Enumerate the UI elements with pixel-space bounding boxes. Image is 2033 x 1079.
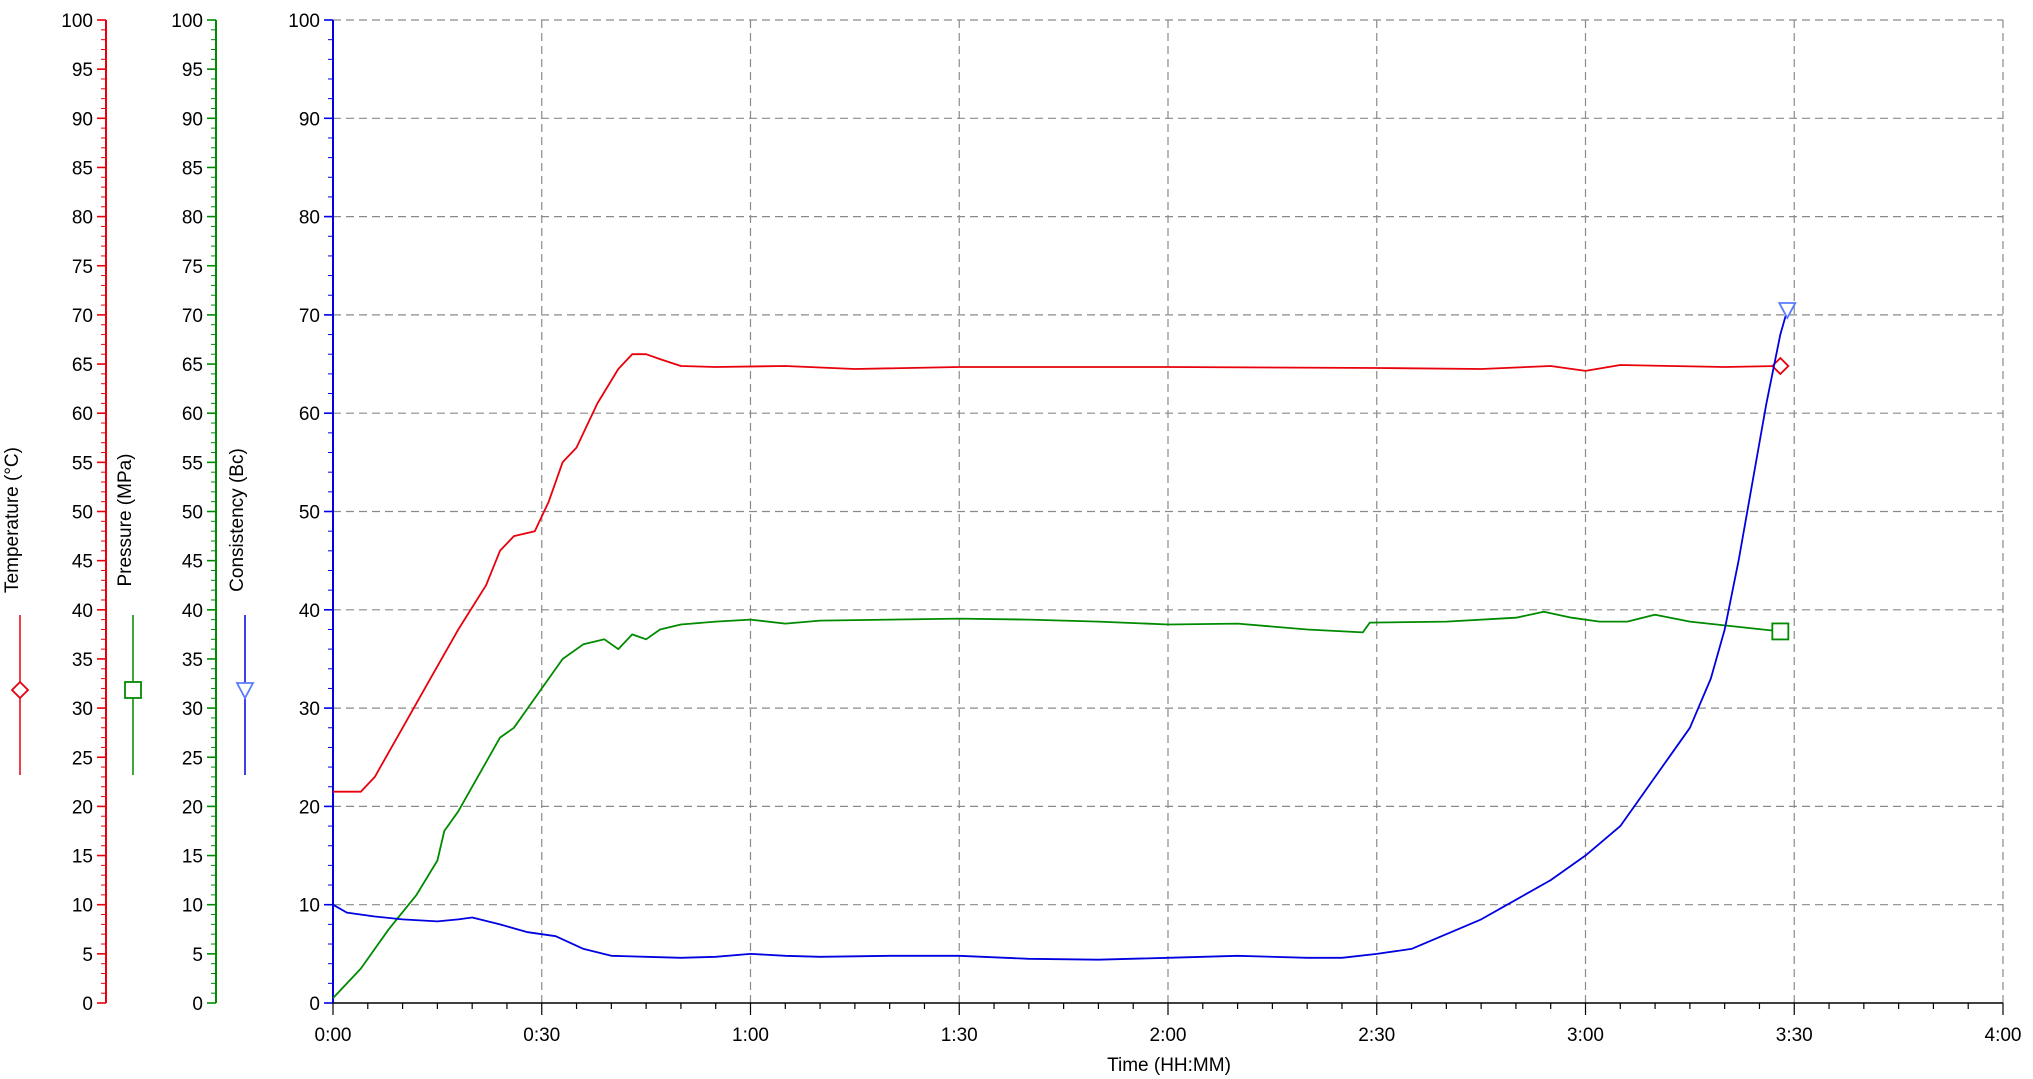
y-tick-label: 50 (182, 503, 203, 524)
y-tick-label: 100 (61, 11, 93, 32)
series-end-marker-pressure (1771, 622, 1790, 641)
y-axis-temperature: 0 5 10 15 20 25 30 35 40 45 50 55 60 65 70 75 80 85 90 95 10… (2, 11, 107, 1015)
x-tick-label: 3:00 (1567, 1025, 1604, 1046)
series-line-consistency (332, 309, 1789, 961)
y-tick-label: 45 (72, 552, 93, 573)
y-axis-title-temperature: Temperature (°C) (2, 447, 23, 593)
y-tick-label: 10 (182, 896, 203, 917)
y-tick-label: 35 (72, 650, 93, 671)
grid (333, 19, 2004, 1003)
x-tick-label: 2:00 (1150, 1025, 1187, 1046)
y-tick-label: 0 (82, 994, 93, 1015)
y-tick-label: 25 (72, 748, 93, 769)
y-tick-label: 45 (182, 552, 203, 573)
y-tick-label: 20 (182, 797, 203, 818)
y-tick-label: 90 (299, 109, 320, 130)
y-tick-label: 55 (72, 453, 93, 474)
x-axis-title: Time (HH:MM) (1107, 1055, 1231, 1076)
y-tick-label: 100 (171, 11, 203, 32)
series (332, 302, 1797, 999)
legend-marker-consistency (235, 682, 255, 700)
x-tick-label: 1:00 (732, 1025, 769, 1046)
y-tick-label: 0 (192, 994, 203, 1015)
y-tick-label: 40 (72, 601, 93, 622)
y-tick-label: 80 (299, 208, 320, 229)
series-line-temperature (333, 353, 1781, 793)
y-tick-label: 100 (288, 11, 320, 32)
y-tick-label: 65 (72, 355, 93, 376)
y-tick-label: 65 (182, 355, 203, 376)
y-tick-label: 70 (299, 306, 320, 327)
y-axis-title-pressure: Pressure (MPa) (115, 453, 136, 586)
y-tick-label: 30 (72, 699, 93, 720)
x-axis: 0:00 0:30 1:00 1:30 2:00 2:30 3:00 3:30 4:00 (315, 1002, 2022, 1046)
y-axis-title-consistency: Consistency (Bc) (227, 448, 248, 592)
y-tick-label: 10 (72, 896, 93, 917)
y-axes: 0510152025303540455055606570758085909510… (2, 11, 334, 1015)
y-tick-label: 5 (192, 945, 203, 966)
y-tick-label: 20 (299, 797, 320, 818)
y-tick-label: 10 (299, 896, 320, 917)
series-line-pressure (332, 610, 1781, 999)
y-tick-label: 15 (182, 847, 203, 868)
y-tick-label: 35 (182, 650, 203, 671)
y-tick-label: 0 (309, 994, 320, 1015)
x-tick-label: 2:30 (1358, 1025, 1395, 1046)
y-tick-label: 40 (182, 601, 203, 622)
legend-marker-pressure (124, 681, 142, 699)
y-tick-label: 25 (182, 748, 203, 769)
x-tick-label: 0:30 (523, 1025, 560, 1046)
y-axis-pressure: 0 5 10 15 20 25 30 35 40 45 50 55 60 65 70 75 80 85 90 95 10… (115, 11, 217, 1015)
y-tick-label: 95 (72, 60, 93, 81)
x-tick-label: 1:30 (941, 1025, 978, 1046)
y-tick-label: 80 (72, 208, 93, 229)
x-tick-label: 4:00 (1985, 1025, 2022, 1046)
y-tick-label: 50 (72, 503, 93, 524)
y-tick-label: 60 (182, 404, 203, 425)
y-tick-label: 5 (82, 945, 93, 966)
y-tick-label: 70 (72, 306, 93, 327)
y-tick-label: 90 (182, 109, 203, 130)
y-tick-label: 30 (182, 699, 203, 720)
y-tick-label: 60 (299, 404, 320, 425)
series-end-marker-consistency (1777, 302, 1797, 320)
y-tick-label: 20 (72, 797, 93, 818)
y-tick-label: 40 (299, 601, 320, 622)
y-tick-label: 30 (299, 699, 320, 720)
x-tick-label: 3:30 (1776, 1025, 1813, 1046)
y-tick-label: 95 (182, 60, 203, 81)
y-tick-label: 85 (182, 158, 203, 179)
y-tick-label: 70 (182, 306, 203, 327)
y-tick-label: 80 (182, 208, 203, 229)
y-tick-label: 75 (72, 257, 93, 278)
y-tick-label: 15 (72, 847, 93, 868)
y-tick-label: 90 (72, 109, 93, 130)
y-tick-label: 60 (72, 404, 93, 425)
legend-marker-temperature (10, 680, 30, 700)
y-tick-label: 55 (182, 453, 203, 474)
y-tick-label: 75 (182, 257, 203, 278)
x-tick-label: 0:00 (315, 1025, 352, 1046)
y-tick-label: 85 (72, 158, 93, 179)
y-tick-label: 50 (299, 503, 320, 524)
y-axis-consistency: 0 10 20 30 40 50 60 70 80 90 100 Consistency (Bc) (227, 11, 334, 1015)
